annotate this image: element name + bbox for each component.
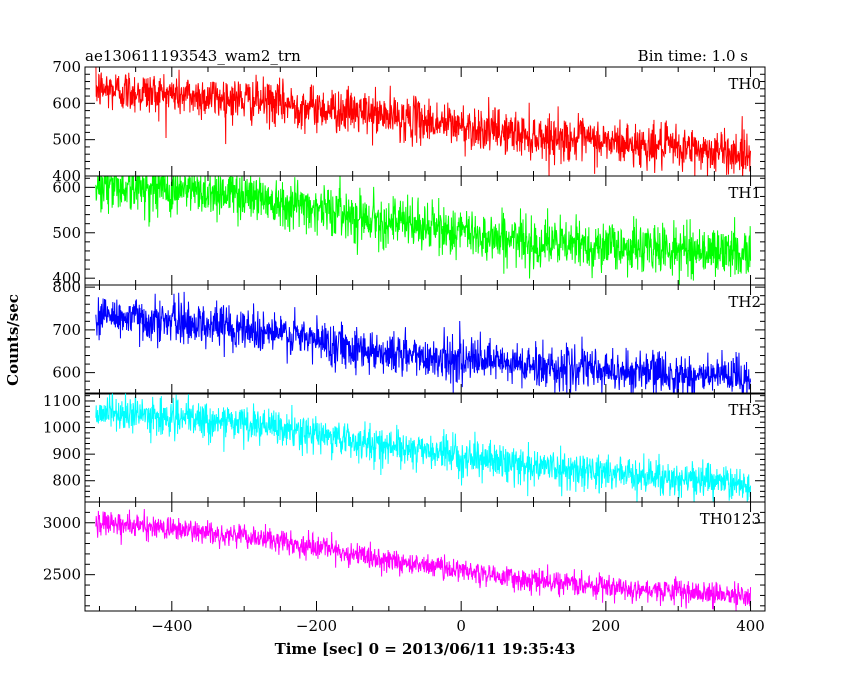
y-tick-label: 1100 [43,392,81,410]
y-tick-label: 400 [52,167,81,185]
panel-th3: 800 900 1000 1100 TH3 [43,392,766,503]
panel-th1: 400 500 600 TH1 [52,175,766,287]
panel-label: TH0 [728,75,761,93]
panel-th2: 600 700 800 TH2 [52,278,766,395]
x-tick-label: 200 [592,617,621,635]
panel-th0123: 2500 3000 TH0123 [43,501,766,612]
x-tick-label: 400 [736,617,765,635]
x-tick-label: −200 [296,617,337,635]
y-tick-label: 700 [52,321,81,339]
y-tick-label: 700 [52,58,81,76]
x-tick-label: 0 [456,617,466,635]
series-line-th2 [95,291,752,394]
y-tick-label: 500 [52,224,81,242]
series-line-th0 [95,67,752,176]
y-axis-label: Counts/sec [4,294,22,386]
series-line-th1 [95,176,752,285]
y-tick-label: 2500 [43,566,81,584]
y-tick-label: 600 [52,94,81,112]
series-line-th3 [95,393,752,502]
bin-time-label: Bin time: 1.0 s [638,47,748,65]
y-tick-label: 800 [52,278,81,296]
x-axis-label: Time [sec] 0 = 2013/06/11 19:35:43 [275,640,576,658]
y-tick-label: 3000 [43,514,81,532]
series-line-th0123 [95,509,752,611]
panels: 400 500 600 700 TH0 400 500 600 TH1 600 700 800 TH2 8… [43,58,766,635]
chart-title: ae130611193543_wam2_trn [85,47,301,65]
x-tick-label: −400 [151,617,192,635]
panel-label: TH1 [728,184,761,202]
y-tick-label: 800 [52,472,81,490]
y-tick-label: 600 [52,364,81,382]
panel-label: TH3 [728,401,761,419]
panel-label: TH2 [728,293,761,311]
y-tick-label: 1000 [43,419,81,437]
y-tick-label: 900 [52,445,81,463]
y-tick-label: 500 [52,131,81,149]
y-tick-label: 600 [52,178,81,196]
panel-th0: 400 500 600 700 TH0 [52,58,766,185]
panel-label: TH0123 [700,510,761,528]
y-tick-label: 400 [52,269,81,287]
